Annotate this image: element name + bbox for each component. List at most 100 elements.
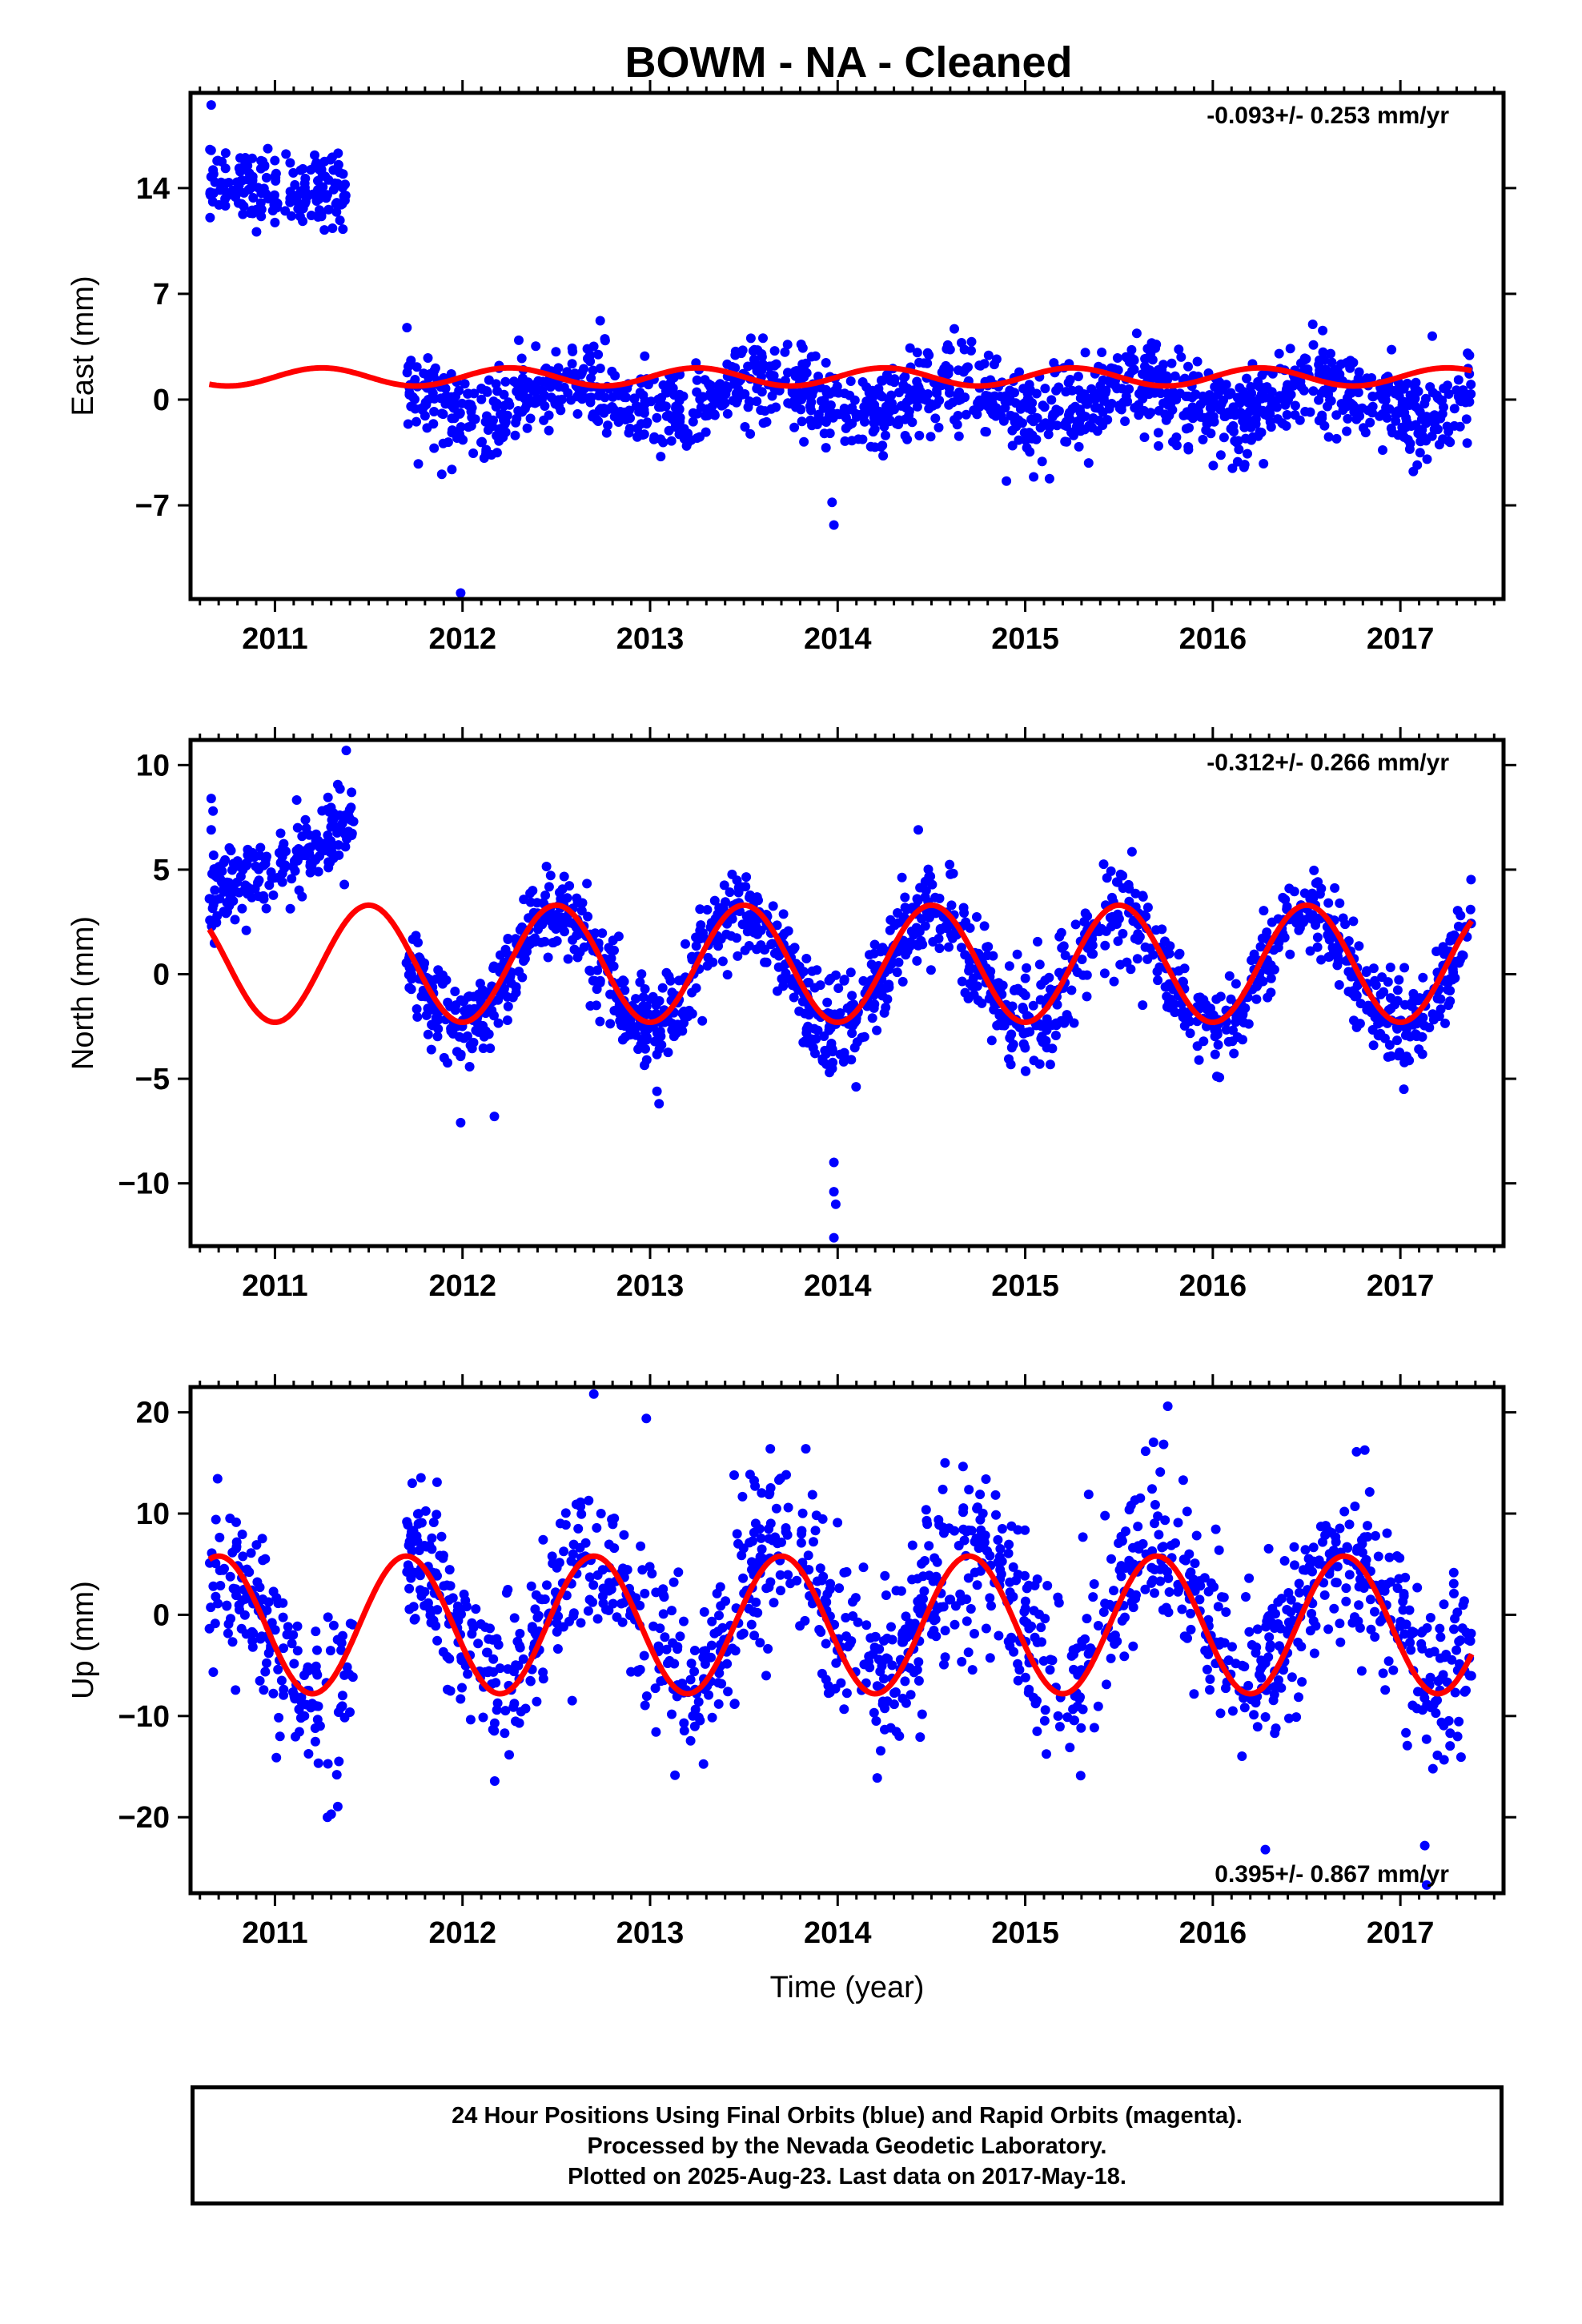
data-point (251, 1540, 262, 1550)
data-point (617, 1617, 628, 1627)
data-point (237, 903, 247, 914)
data-point (1435, 1632, 1446, 1642)
data-point (1082, 991, 1092, 1002)
data-point (275, 828, 286, 838)
data-point (512, 386, 522, 396)
data-point (408, 934, 418, 944)
data-point (938, 1522, 948, 1533)
data-point (1445, 437, 1456, 448)
data-point (871, 1716, 881, 1726)
data-point (669, 1577, 679, 1587)
data-point (553, 363, 564, 373)
data-point (1255, 392, 1265, 403)
data-point (219, 907, 229, 917)
data-point (1020, 1066, 1030, 1076)
data-point (1230, 436, 1240, 446)
data-point (880, 1724, 889, 1735)
data-point (613, 417, 624, 427)
data-point (1161, 946, 1171, 956)
data-point (1442, 421, 1452, 432)
data-point (932, 388, 942, 399)
data-point (1005, 1587, 1015, 1598)
data-point (956, 943, 966, 953)
data-point (952, 420, 962, 430)
data-point (1400, 1030, 1411, 1040)
data-point (301, 850, 311, 861)
data-point (592, 1614, 603, 1624)
data-point (1340, 919, 1351, 930)
data-point (247, 1636, 258, 1647)
data-point (1215, 450, 1226, 460)
data-point (1058, 941, 1069, 951)
data-point (1257, 370, 1267, 380)
data-point (675, 1631, 685, 1642)
data-point (569, 944, 580, 955)
data-point (749, 1606, 759, 1617)
x-tick-label: 2017 (1367, 1269, 1435, 1303)
data-point (1096, 923, 1106, 934)
data-point (1119, 1651, 1130, 1662)
data-point (1450, 1687, 1460, 1698)
data-point (715, 379, 725, 389)
data-point (1437, 408, 1447, 419)
data-point (982, 942, 992, 952)
x-tick-label: 2012 (428, 1269, 496, 1303)
data-point (1249, 1710, 1259, 1720)
data-point (1414, 1044, 1424, 1055)
data-point (1158, 398, 1169, 408)
data-point (1018, 987, 1028, 998)
data-point (930, 413, 941, 424)
data-point (809, 1023, 820, 1034)
data-point (247, 153, 257, 163)
data-point (1443, 984, 1453, 995)
data-point (269, 190, 279, 200)
data-point (1375, 1616, 1385, 1626)
data-point (1140, 942, 1150, 952)
data-point (946, 869, 956, 879)
outlier-point (206, 825, 216, 835)
data-point (403, 419, 413, 429)
data-point (261, 172, 271, 183)
data-point (886, 1622, 896, 1632)
data-point (807, 390, 817, 400)
data-point (851, 1082, 861, 1092)
data-point (428, 1518, 439, 1527)
outlier-point (489, 1112, 500, 1122)
data-point (1274, 937, 1284, 947)
data-point (858, 1562, 869, 1573)
data-point (1018, 1003, 1028, 1012)
data-point (278, 1598, 288, 1608)
data-point (765, 1577, 776, 1587)
data-point (940, 1626, 950, 1636)
data-point (1110, 380, 1121, 391)
data-point (683, 1011, 693, 1022)
data-point (727, 914, 737, 924)
data-point (465, 1715, 476, 1725)
data-point (1354, 1600, 1364, 1610)
data-point (912, 955, 922, 966)
data-point (1162, 388, 1172, 399)
data-point (640, 984, 650, 994)
plot-area-north (204, 746, 1476, 1243)
data-point (1336, 359, 1347, 369)
data-point (1375, 411, 1385, 421)
data-point (1279, 1556, 1290, 1566)
data-point (1401, 1727, 1411, 1738)
data-point (333, 148, 343, 159)
data-point (944, 383, 954, 393)
data-point (656, 452, 666, 462)
data-point (970, 1567, 980, 1578)
data-point (291, 795, 302, 805)
data-point (502, 1015, 512, 1025)
data-point (480, 1622, 491, 1632)
data-point (797, 343, 808, 353)
data-point (807, 966, 817, 976)
data-point (238, 1551, 248, 1562)
data-point (431, 1568, 441, 1578)
data-point (1004, 1054, 1014, 1064)
data-point (973, 995, 983, 1005)
data-point (1278, 892, 1288, 903)
data-point (1038, 1656, 1049, 1666)
data-point (558, 919, 568, 930)
data-point (831, 1658, 841, 1668)
